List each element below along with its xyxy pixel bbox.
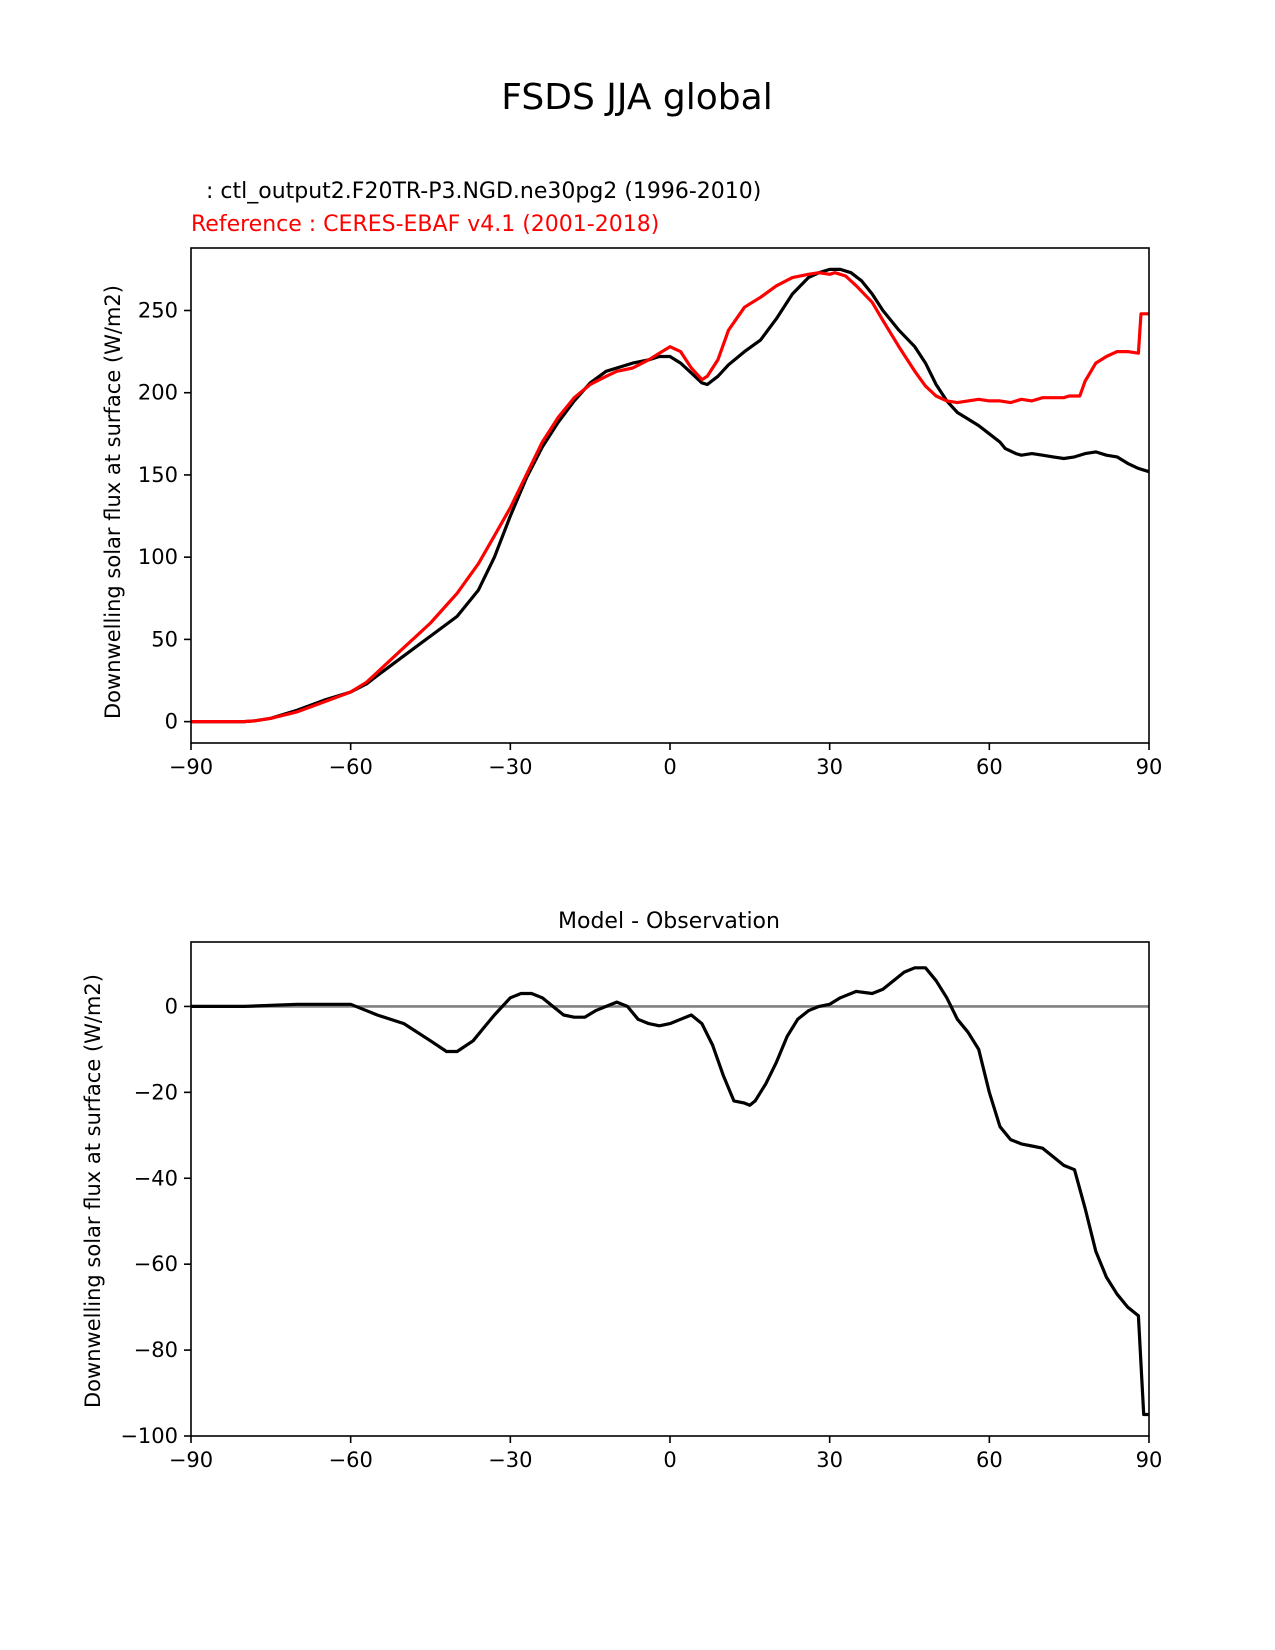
series-line-0	[191, 966, 1149, 1417]
x-tick-label: −30	[488, 1448, 532, 1472]
x-tick-label: −90	[169, 755, 213, 779]
y-tick-label: 100	[138, 545, 178, 569]
top-ylabel: Downwelling solar flux at surface (W/m2)	[101, 285, 125, 719]
x-tick-label: 60	[976, 1448, 1003, 1472]
x-tick-label: 0	[663, 755, 676, 779]
x-tick-label: 90	[1136, 1448, 1163, 1472]
diff-panel-title: Model - Observation	[558, 909, 780, 934]
y-tick-label: 0	[165, 994, 178, 1018]
figure-title: FSDS JJA global	[501, 77, 772, 118]
y-tick-label: −100	[120, 1424, 178, 1448]
axes-frame	[190, 247, 1150, 744]
y-tick-label: −60	[134, 1252, 178, 1276]
series-line-1	[191, 271, 1149, 724]
top-plot-area: −90 −60 −30 0 30 60 90 0 50 100 150 200 250	[138, 247, 1163, 779]
y-tick-label: −80	[134, 1338, 178, 1362]
y-tick-label: 50	[151, 627, 178, 651]
x-tick-label: −60	[329, 1448, 373, 1472]
test-case-label: : ctl_output2.F20TR-P3.NGD.ne30pg2 (1996…	[206, 179, 761, 204]
series-line-0	[191, 267, 1149, 724]
x-tick-label: −30	[488, 755, 532, 779]
x-tick-label: 60	[976, 755, 1003, 779]
x-tick-label: 30	[816, 755, 843, 779]
x-tick-label: −90	[169, 1448, 213, 1472]
x-tick-label: 0	[663, 1448, 676, 1472]
bottom-plot-area: −90 −60 −30 0 30 60 90 0 −20 −40 −60 −80 −100	[120, 941, 1163, 1472]
y-tick-label: −40	[134, 1166, 178, 1190]
reference-label: Reference : CERES-EBAF v4.1 (2001-2018)	[191, 212, 659, 237]
y-tick-label: 250	[138, 298, 178, 322]
x-tick-label: 30	[816, 1448, 843, 1472]
y-tick-label: 150	[138, 463, 178, 487]
bottom-ylabel: Downwelling solar flux at surface (W/m2)	[81, 974, 105, 1408]
axes-frame	[190, 941, 1150, 1437]
y-tick-label: 0	[165, 710, 178, 734]
y-tick-label: −20	[134, 1080, 178, 1104]
x-tick-label: 90	[1136, 755, 1163, 779]
x-tick-label: −60	[329, 755, 373, 779]
y-tick-label: 200	[138, 381, 178, 405]
